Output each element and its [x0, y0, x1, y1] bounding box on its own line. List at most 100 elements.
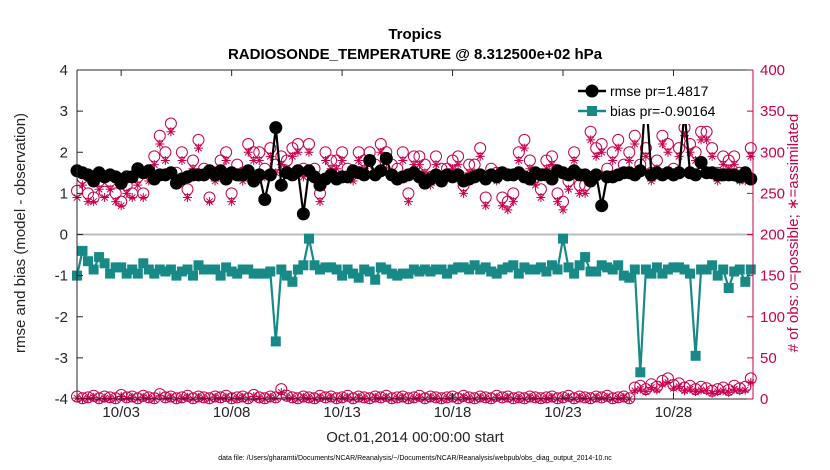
obs-assimilated-marker	[337, 155, 347, 165]
y-tick-label: -3	[55, 350, 68, 367]
obs-assimilated-marker	[376, 147, 386, 157]
bias-point	[491, 268, 502, 279]
bias-point	[215, 270, 226, 281]
obs-assimilated-marker	[608, 155, 618, 165]
obs-assimilated-marker	[243, 147, 253, 157]
obs-assimilated-marker	[729, 160, 739, 170]
bias-point	[397, 268, 408, 279]
obs-assimilated-low-marker	[696, 385, 706, 395]
y-tick-label-right: 0	[760, 391, 768, 408]
bias-point	[436, 264, 447, 275]
obs-assimilated-low-marker	[503, 392, 513, 402]
bias-point	[304, 233, 314, 244]
rmse-point	[363, 154, 377, 167]
bias-point	[464, 264, 475, 275]
bias-point	[331, 264, 342, 275]
rmse-point	[374, 164, 388, 178]
obs-assimilated-low-marker	[276, 387, 286, 397]
obs-assimilated-low-marker	[127, 392, 137, 402]
y-tick-label-right: 300	[760, 144, 785, 161]
obs-assimilated-marker	[276, 160, 286, 170]
obs-assimilated-marker	[177, 155, 187, 165]
obs-assimilated-marker	[105, 184, 115, 194]
bias-point	[729, 266, 740, 277]
obs-assimilated-marker	[94, 184, 104, 194]
bias-point	[569, 268, 580, 279]
obs-assimilated-low-marker	[475, 392, 485, 402]
bias-point	[640, 264, 651, 275]
obs-assimilated-low-marker	[100, 393, 110, 403]
bias-point	[701, 264, 712, 275]
bias-point	[541, 266, 552, 277]
y-axis-label: rmse and bias (model - observation)	[12, 113, 29, 353]
bias-point	[508, 260, 519, 271]
legend-box	[572, 78, 744, 124]
bias-point	[662, 264, 673, 275]
obs-assimilated-marker	[497, 201, 507, 211]
obs-assimilated-marker	[298, 172, 308, 182]
obs-assimilated-low-marker	[249, 392, 259, 402]
bias-point	[88, 264, 99, 275]
obs-assimilated-low-marker	[370, 392, 380, 402]
obs-assimilated-low-marker	[541, 393, 551, 403]
obs-assimilated-marker	[332, 164, 342, 174]
obs-assimilated-marker	[519, 143, 529, 153]
bias-point	[712, 270, 723, 281]
bias-point	[165, 264, 176, 275]
y-tick-label-right: 350	[760, 103, 785, 120]
obs-assimilated-marker	[552, 197, 562, 207]
bias-point	[121, 268, 132, 279]
obs-assimilated-marker	[702, 135, 712, 145]
y-tick-label: -1	[55, 268, 68, 285]
bias-point	[591, 266, 602, 277]
obs-assimilated-low-marker	[459, 392, 469, 402]
obs-assimilated-low-marker	[613, 393, 623, 403]
obs-assimilated-marker	[149, 160, 159, 170]
obs-assimilated-low-marker	[641, 387, 651, 397]
obs-assimilated-marker	[641, 151, 651, 161]
obs-assimilated-marker	[591, 151, 601, 161]
obs-assimilated-marker	[221, 155, 231, 165]
obs-assimilated-marker	[558, 205, 568, 215]
obs-assimilated-low-marker	[287, 393, 297, 403]
obs-assimilated-marker	[83, 197, 93, 207]
rmse-point	[595, 199, 609, 213]
y-tick-label: 4	[60, 62, 68, 79]
rmse-point	[379, 151, 393, 165]
bias-point	[414, 266, 425, 277]
bias-point	[348, 268, 359, 279]
y-tick-label-right: 150	[760, 268, 785, 285]
rmse-point	[241, 164, 255, 178]
obs-assimilated-marker	[160, 155, 170, 165]
obs-assimilated-marker	[254, 155, 264, 165]
obs-assimilated-marker	[547, 160, 557, 170]
bias-point	[232, 268, 243, 279]
obs-assimilated-low-marker	[597, 393, 607, 403]
bias-point	[547, 260, 557, 271]
y-tick-label: -2	[55, 309, 68, 326]
obs-assimilated-low-marker	[105, 393, 115, 403]
obs-assimilated-marker	[575, 188, 585, 198]
bias-point	[458, 262, 469, 273]
obs-assimilated-low-marker	[199, 393, 209, 403]
obs-assimilated-marker	[707, 151, 717, 161]
obs-assimilated-marker	[624, 155, 634, 165]
obs-assimilated-marker	[657, 139, 667, 149]
bias-point	[403, 268, 414, 279]
bias-point	[116, 262, 127, 273]
obs-assimilated-marker	[680, 131, 690, 141]
bias-point	[690, 350, 701, 361]
obs-assimilated-low-marker	[160, 393, 170, 403]
obs-assimilated-low-marker	[392, 393, 402, 403]
bias-point	[408, 264, 419, 275]
obs-assimilated-low-marker	[238, 392, 248, 402]
obs-assimilated-marker	[205, 197, 215, 207]
bias-point	[110, 262, 121, 273]
y-tick-label: 1	[60, 185, 68, 202]
obs-assimilated-low-marker	[497, 393, 507, 403]
obs-assimilated-low-marker	[254, 393, 264, 403]
obs-assimilated-low-marker	[354, 392, 364, 402]
obs-assimilated-marker	[133, 180, 143, 190]
rmse-point	[744, 172, 758, 186]
bias-point	[221, 262, 232, 273]
